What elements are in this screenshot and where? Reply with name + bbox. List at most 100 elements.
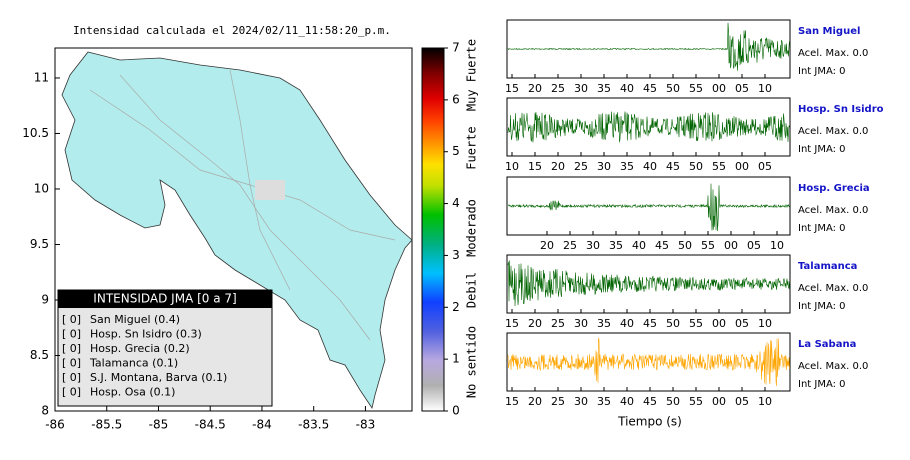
seismo-tick-label: 05 (735, 82, 749, 95)
x-axis-label: Tiempo (s) (617, 415, 682, 429)
colorbar-tick-label: 7 (452, 41, 460, 55)
station-name: San Miguel (798, 26, 860, 37)
seismo-tick-label: 10 (758, 82, 772, 95)
seismo-tick-label: 40 (620, 82, 634, 95)
legend-header (58, 290, 272, 308)
legend-level: [ 0] (62, 386, 81, 399)
legend-station: Hosp. Grecia (0.2) (90, 342, 190, 355)
seismo-tick-label: 40 (620, 395, 634, 408)
legend-box (57, 289, 273, 407)
seismo-tick-label: 35 (609, 239, 623, 252)
seismo-tick-label: 10 (758, 395, 772, 408)
legend-level: [ 0] (62, 342, 81, 355)
seismo-tick-label: 50 (666, 395, 680, 408)
station-name: La Sabana (798, 339, 856, 350)
seismo-tick-label: 30 (574, 395, 588, 408)
legend-station: Hosp. Osa (0.1) (90, 386, 175, 399)
seismo-tick-label: 10 (770, 239, 784, 252)
seismo-tick-label: 30 (574, 317, 588, 330)
station-name: Talamanca (798, 261, 857, 272)
seismo-tick-label: 05 (735, 395, 749, 408)
map-title: Intensidad calculada el 2024/02/11_11:58… (73, 24, 391, 37)
seismo-tick-label: 05 (758, 160, 772, 173)
colorbar-category: Fuerte (465, 126, 479, 169)
legend-station: Talamanca (0.1) (89, 357, 178, 370)
seismo-tick-label: 20 (528, 317, 542, 330)
seismo-tick-label: 40 (620, 317, 634, 330)
seismo-tick-label: 45 (643, 317, 657, 330)
colorbar-tick-label: 5 (452, 144, 460, 158)
seismo-tick-label: 30 (586, 239, 600, 252)
y-tick-label: 8 (41, 404, 49, 418)
seismo-tick-label: 55 (701, 239, 715, 252)
colorbar-tick-label: 2 (452, 300, 460, 314)
seismo-tick-label: 25 (551, 317, 565, 330)
colorbar-tick-label: 6 (452, 92, 460, 106)
seismo-tick-label: 35 (597, 395, 611, 408)
waveform (507, 183, 790, 232)
legend-station: Hosp. Sn Isidro (0.3) (90, 328, 202, 341)
seismo-tick-label: 55 (689, 395, 703, 408)
seismo-tick-label: 55 (689, 82, 703, 95)
colorbar-category: Moderado (465, 199, 479, 257)
station-jma: Int JMA: 0 (798, 301, 846, 312)
legend-station: S.J. Montana, Barva (0.1) (90, 371, 227, 384)
station-accel: Acel. Max. 0.0 (798, 48, 868, 59)
waveform (507, 337, 790, 386)
seismo-tick-label: 25 (574, 160, 588, 173)
seismo-tick-label: 40 (632, 239, 646, 252)
seismo-tick-label: 15 (505, 317, 519, 330)
seismo-tick-label: 45 (643, 82, 657, 95)
seismo-tick-label: 30 (574, 82, 588, 95)
legend-title: INTENSIDAD JMA [0 a 7] (93, 292, 236, 306)
seismo-tick-label: 10 (505, 160, 519, 173)
station-name: Hosp. Sn Isidro (798, 104, 884, 115)
roads (89, 69, 396, 341)
seismo-tick-label: 55 (712, 160, 726, 173)
x-tick-label: -85.5 (91, 418, 122, 432)
y-tick-label: 8.5 (30, 348, 49, 362)
seismo-tick-label: 50 (666, 317, 680, 330)
seismo-tick-label: 25 (551, 82, 565, 95)
station-accel: Acel. Max. 0.0 (798, 205, 868, 216)
seismo-tick-label: 45 (666, 160, 680, 173)
legend-level: [ 0] (62, 371, 81, 384)
waveform (507, 22, 790, 71)
waveform (507, 111, 790, 143)
station-jma: Int JMA: 0 (798, 66, 846, 77)
seismo-tick-label: 15 (505, 82, 519, 95)
seismo-tick-label: 15 (528, 160, 542, 173)
seismo-tick-label: 00 (735, 160, 749, 173)
colorbar-tick-label: 3 (452, 248, 460, 262)
seismo-tick-label: 00 (712, 317, 726, 330)
seismo-tick-label: 00 (712, 395, 726, 408)
waveform (507, 260, 790, 307)
y-tick-label: 11 (34, 70, 49, 84)
urban-area (255, 180, 285, 200)
seismo-tick-label: 05 (747, 239, 761, 252)
seismo-tick-label: 05 (735, 317, 749, 330)
colorbar-tick-label: 1 (452, 352, 460, 366)
legend-level: [ 0] (62, 357, 81, 370)
seismo-tick-label: 20 (540, 239, 554, 252)
x-tick-label: -84 (252, 418, 272, 432)
station-name: Hosp. Grecia (798, 183, 870, 194)
seismo-tick-label: 20 (528, 82, 542, 95)
station-accel: Acel. Max. 0.0 (798, 283, 868, 294)
x-tick-label: -85 (149, 418, 169, 432)
x-tick-label: -83 (356, 418, 376, 432)
seismo-tick-label: 30 (597, 160, 611, 173)
seismo-tick-label: 35 (597, 82, 611, 95)
station-jma: Int JMA: 0 (798, 144, 846, 155)
station-accel: Acel. Max. 0.0 (798, 126, 868, 137)
seismo-tick-label: 10 (758, 317, 772, 330)
seismo-tick-label: 15 (505, 395, 519, 408)
legend-level: [ 0] (62, 328, 81, 341)
x-tick-label: -86 (45, 418, 65, 432)
seismo-tick-label: 00 (724, 239, 738, 252)
seismo-tick-label: 50 (689, 160, 703, 173)
seismo-tick-label: 20 (528, 395, 542, 408)
seismo-tick-label: 25 (563, 239, 577, 252)
seismo-tick-label: 25 (551, 395, 565, 408)
